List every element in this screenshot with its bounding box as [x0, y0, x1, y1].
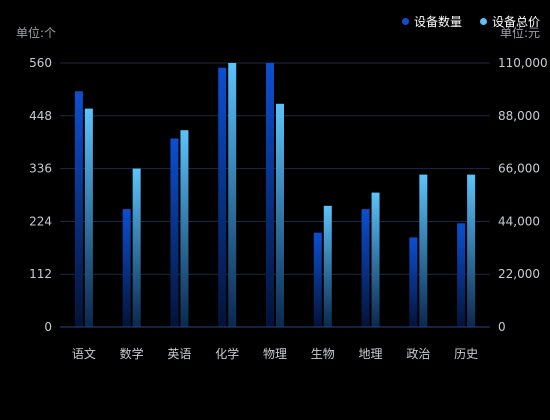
- x-tick-label: 生物: [311, 347, 335, 361]
- legend: 设备数量 设备总价: [401, 13, 540, 30]
- bar-series-a[interactable]: [361, 209, 370, 327]
- bar-series-a[interactable]: [409, 237, 418, 327]
- bar-series-a[interactable]: [313, 232, 322, 327]
- left-axis-unit: 单位:个: [16, 26, 57, 40]
- bar-series-b[interactable]: [180, 130, 189, 327]
- bar-series-b[interactable]: [84, 108, 93, 327]
- bar-series-a[interactable]: [74, 91, 83, 328]
- bar-series-a[interactable]: [170, 138, 179, 327]
- x-tick-label: 政治: [406, 347, 430, 361]
- right-axis-unit: 单位:元: [499, 26, 540, 40]
- legend-item-series-a[interactable]: 设备数量: [401, 13, 462, 30]
- grid-lines: [60, 62, 490, 275]
- y-left-tick-label: 224: [29, 214, 52, 228]
- x-tick-label: 地理: [359, 347, 383, 361]
- legend-dot-series-a: [401, 18, 409, 25]
- bar-series-a[interactable]: [122, 209, 131, 327]
- legend-dot-series-b: [479, 18, 487, 25]
- y-right-tick-label: 110,000: [498, 56, 548, 70]
- bar-series-b[interactable]: [419, 174, 428, 327]
- bar-series-b[interactable]: [323, 205, 332, 327]
- y-left-tick-label: 112: [29, 267, 52, 281]
- x-tick-label: 语文: [72, 346, 96, 361]
- legend-label-series-b: 设备总价: [491, 15, 540, 29]
- bar-series-b[interactable]: [228, 63, 237, 327]
- x-tick-label: 化学: [215, 346, 239, 361]
- y-left-tick-label: 448: [29, 109, 52, 123]
- x-tick-label: 数学: [120, 346, 144, 361]
- y-left-tick-label: 560: [29, 56, 52, 70]
- x-tick-label: 物理: [263, 347, 287, 361]
- y-right-tick-label: 44,000: [498, 214, 540, 228]
- bar-series-a[interactable]: [218, 67, 227, 327]
- axes: 0 0 112 22,000 224 44,000 336 66,000 448 88,000 56…: [29, 56, 548, 361]
- bar-series-b[interactable]: [132, 168, 141, 327]
- bar-series-a[interactable]: [457, 223, 466, 327]
- bar-series-b[interactable]: [371, 192, 380, 327]
- bars: [74, 63, 476, 328]
- bar-series-b[interactable]: [276, 103, 284, 327]
- y-left-tick-label: 336: [29, 162, 52, 176]
- legend-item-series-b[interactable]: 设备总价: [479, 13, 540, 30]
- y-left-tick-label: 0: [44, 320, 52, 334]
- y-right-tick-label: 22,000: [498, 267, 540, 281]
- bar-series-a[interactable]: [266, 63, 274, 327]
- x-tick-label: 英语: [167, 347, 191, 361]
- y-right-tick-label: 88,000: [498, 109, 540, 123]
- y-right-tick-label: 66,000: [498, 162, 540, 176]
- bar-series-b[interactable]: [467, 174, 476, 327]
- y-right-tick-label: 0: [498, 320, 506, 334]
- legend-label-series-a: 设备数量: [413, 15, 462, 29]
- x-tick-label: 历史: [454, 347, 478, 361]
